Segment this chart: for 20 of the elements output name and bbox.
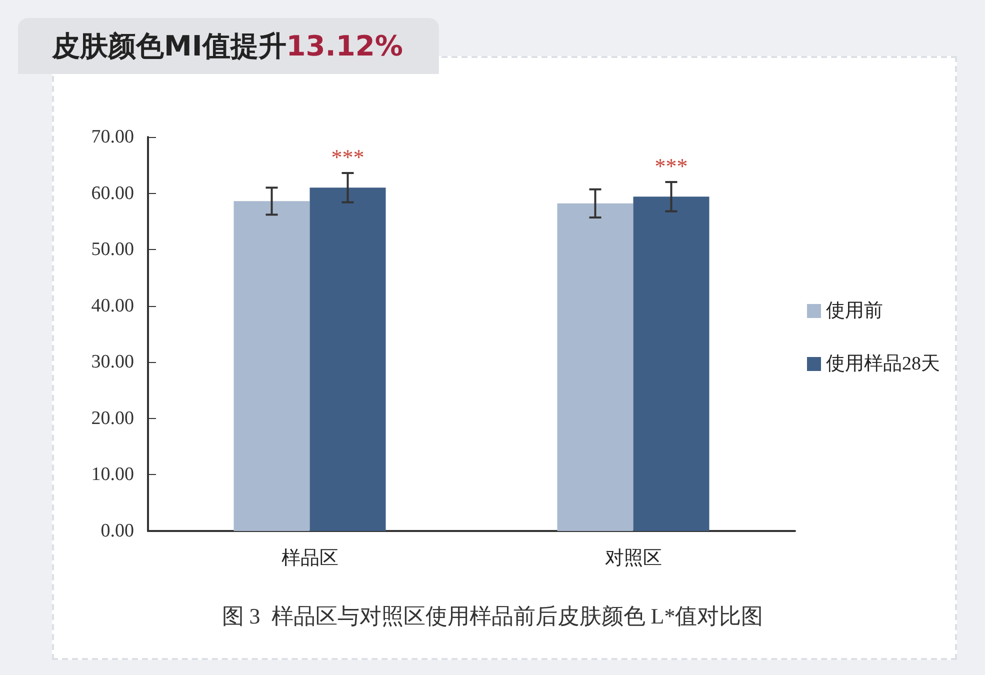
y-tick-label: 60.00 (91, 182, 134, 204)
x-tick-label: 对照区 (604, 548, 662, 569)
y-tick-label: 50.00 (91, 239, 134, 260)
bar (633, 196, 710, 531)
bar (234, 201, 310, 531)
bar (557, 203, 634, 531)
y-tick-label: 0.00 (100, 520, 134, 542)
legend-label: 使用样品28天 (826, 354, 940, 374)
chart-title: 皮肤颜色MI值提升13.12% (51, 30, 403, 62)
y-tick-label: 40.00 (91, 295, 134, 316)
caption: 图 3 样品区与对照区使用样品前后皮肤颜色 L*值对比图 (222, 604, 764, 628)
y-tick-label: 20.00 (91, 408, 134, 429)
annotation: *** (331, 144, 364, 170)
legend-label: 使用前 (826, 300, 883, 322)
x-tick-label: 样品区 (281, 548, 338, 569)
y-tick-label: 70.00 (91, 126, 134, 148)
annotation: *** (654, 154, 688, 179)
y-tick-label: 30.00 (91, 352, 134, 373)
bar (310, 188, 386, 531)
y-tick-label: 10.00 (91, 464, 134, 486)
